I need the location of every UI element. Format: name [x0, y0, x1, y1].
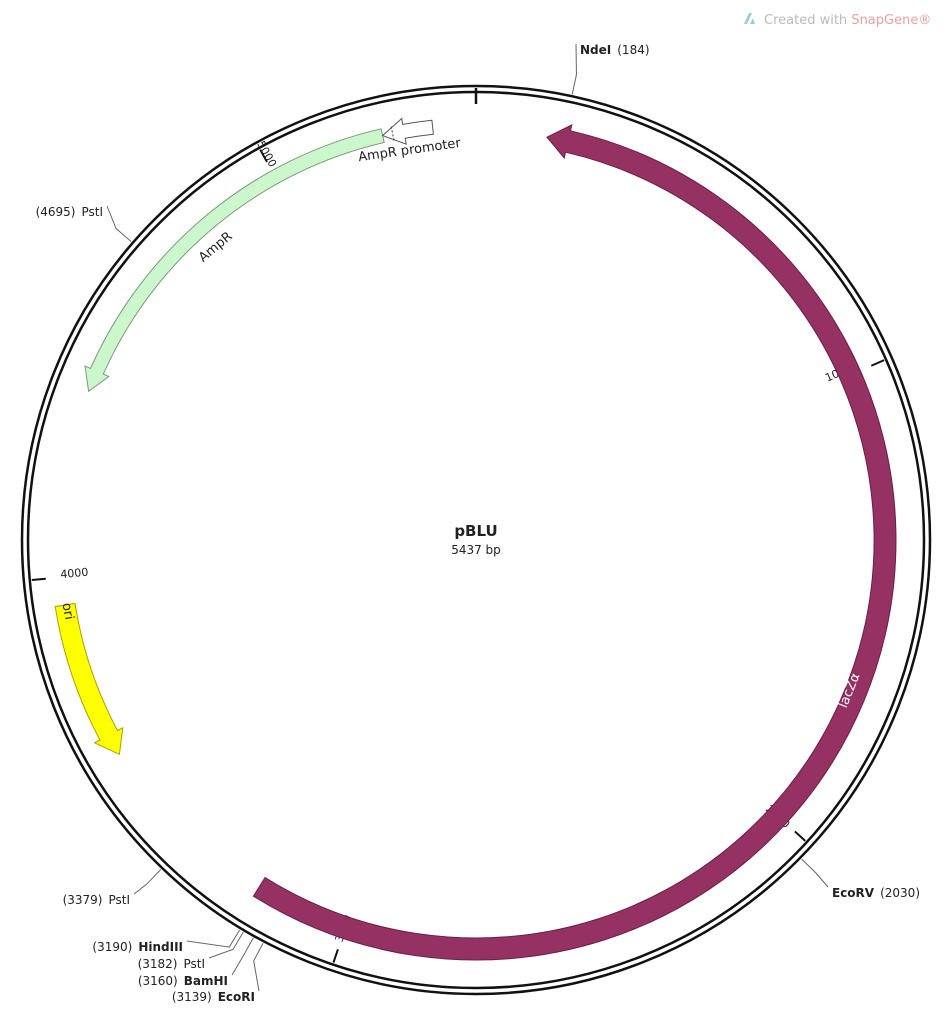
site-label: (3379) PstI — [63, 893, 130, 907]
ruler-label: 5000 — [254, 139, 279, 170]
ruler-label: 4000 — [60, 566, 89, 581]
site-position: (3190) — [92, 940, 132, 954]
site-leader — [801, 858, 829, 888]
site-name: EcoRV — [832, 886, 875, 900]
plasmid-name: pBLU — [454, 522, 497, 540]
feature-label: ori — [59, 602, 77, 621]
site-leader — [106, 205, 132, 242]
site-label: (3139) EcoRI — [172, 990, 255, 1004]
site-name: EcoRI — [218, 990, 255, 1004]
site-label: (3160) BamHI — [138, 974, 228, 988]
site-name: BamHI — [184, 974, 228, 988]
feature-arrow — [54, 602, 124, 756]
site-position: (184) — [617, 43, 649, 57]
site-name: PstI — [183, 957, 205, 971]
site-position: (2030) — [880, 886, 920, 900]
ruler-tick — [794, 830, 806, 842]
site-position: (3182) — [138, 957, 178, 971]
watermark-prefix: Created with — [764, 13, 847, 28]
site-name: PstI — [108, 893, 130, 907]
site-label: EcoRV (2030) — [832, 886, 920, 900]
site-label: (3182) PstI — [138, 957, 205, 971]
site-position: (4695) — [36, 205, 76, 219]
site-name: PstI — [81, 205, 103, 219]
ruler-tick — [259, 149, 268, 163]
plasmid-size: 5437 bp — [451, 543, 501, 557]
watermark-brand: SnapGene® — [851, 13, 931, 28]
site-label: NdeI (184) — [580, 43, 650, 57]
site-label: (4695) PstI — [36, 205, 103, 219]
watermark: Created with SnapGene® — [764, 13, 931, 28]
site-leader — [231, 937, 254, 976]
site-name: HindIII — [138, 940, 183, 954]
site-position: (3379) — [63, 893, 103, 907]
feature-arrow — [252, 123, 897, 961]
ruler-tick — [870, 359, 885, 367]
site-leader — [253, 942, 264, 992]
ruler-tick — [31, 577, 46, 582]
backbone-inner — [26, 90, 926, 990]
site-position: (3139) — [172, 990, 212, 1004]
logo — [744, 13, 755, 24]
site-position: (3160) — [138, 974, 178, 988]
backbone-outer — [20, 84, 932, 996]
site-label: (3190) HindIII — [92, 940, 183, 954]
feature-arrow — [381, 117, 434, 145]
ruler-tick — [332, 949, 339, 963]
site-leader — [208, 931, 244, 959]
feature-arrow — [84, 128, 385, 393]
site-leader — [133, 869, 162, 895]
site-leader — [571, 43, 577, 95]
site-name: NdeI — [580, 43, 611, 57]
site-leader — [186, 929, 241, 948]
